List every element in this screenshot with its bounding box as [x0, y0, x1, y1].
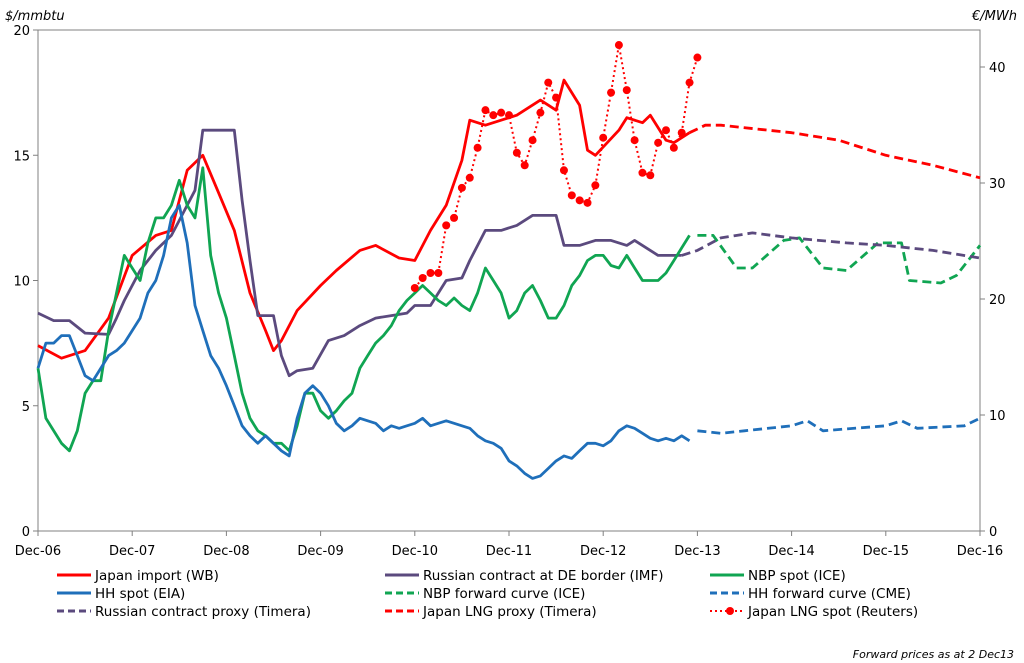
left-axis-unit: $/mmbtu: [5, 9, 65, 24]
right-tick-label: 0: [989, 525, 997, 540]
series-nbp-forward-curve-ice-line: [697, 234, 982, 285]
x-tick-label: Dec-12: [580, 544, 626, 559]
legend-label: HH spot (EIA): [95, 586, 185, 602]
series-japan-lng-spot-reuters-marker: [473, 143, 482, 152]
x-tick-label: Dec-16: [957, 544, 1003, 559]
right-tick-label: 20: [989, 293, 1006, 308]
legend-label: Japan import (WB): [94, 568, 219, 584]
series-japan-lng-spot-reuters-marker: [528, 136, 537, 145]
series-japan-lng-spot-reuters-marker: [505, 111, 513, 120]
series-japan-lng-spot-reuters-marker: [559, 166, 568, 175]
series-japan-lng-spot-reuters-marker: [622, 86, 631, 95]
series-japan-lng-spot-reuters-marker: [481, 106, 490, 115]
x-tick-label: Dec-06: [15, 544, 61, 559]
series-japan-lng-spot-reuters-marker: [677, 128, 686, 137]
series-japan-lng-spot-reuters-marker: [599, 133, 608, 142]
footnote: Forward prices as at 2 Dec13: [853, 648, 1014, 661]
series-japan-lng-proxy-timera-line: [688, 123, 981, 180]
series-russian-contract-proxy-timera-line: [681, 231, 981, 260]
legend-label: NBP spot (ICE): [748, 568, 846, 584]
series-japan-lng-spot-reuters-marker: [418, 273, 427, 282]
right-axis-unit: €/MWh: [971, 9, 1017, 24]
series-japan-lng-spot-reuters-marker: [410, 284, 419, 293]
series-japan-lng-spot-reuters-marker: [536, 108, 545, 117]
x-tick-label: Dec-10: [392, 544, 438, 559]
x-tick-label: Dec-14: [768, 544, 814, 559]
series-japan-lng-spot-reuters-marker: [450, 213, 459, 222]
left-tick-label: 5: [22, 400, 30, 415]
left-tick-label: 15: [13, 149, 30, 164]
x-tick-label: Dec-13: [674, 544, 720, 559]
legend-label: Russian contract at DE border (IMF): [423, 568, 664, 584]
x-tick-label: Dec-15: [863, 544, 909, 559]
series-japan-lng-spot-reuters-marker: [426, 268, 435, 277]
series-japan-lng-spot-reuters-marker: [465, 173, 474, 182]
series-japan-lng-spot-reuters-marker: [607, 88, 616, 97]
series-japan-lng-spot-reuters-marker: [457, 183, 466, 192]
x-tick-label: Dec-07: [109, 544, 155, 559]
plot-frame: [37, 29, 981, 532]
series-japan-lng-spot-reuters-marker: [591, 181, 600, 190]
right-tick-label: 30: [989, 177, 1006, 192]
legend-label: NBP forward curve (ICE): [423, 586, 585, 602]
series-japan-lng-spot-reuters-marker: [489, 111, 498, 120]
series-japan-lng-spot-reuters-marker: [583, 198, 592, 207]
legend-label: HH forward curve (CME): [748, 586, 911, 602]
series-japan-lng-spot-reuters-marker: [693, 53, 702, 62]
left-tick-label: 0: [22, 525, 30, 540]
series-japan-lng-spot-reuters-marker: [614, 41, 623, 50]
legend-label: Russian contract proxy (Timera): [95, 604, 311, 620]
series-japan-lng-spot-reuters-marker: [442, 221, 451, 230]
left-tick-label: 20: [13, 24, 30, 39]
x-tick-label: Dec-08: [203, 544, 249, 559]
series-japan-lng-spot-reuters-marker: [575, 196, 584, 205]
series-japan-lng-spot-reuters-marker: [630, 136, 639, 145]
series-japan-import-wb-line: [37, 78, 691, 360]
series-japan-lng-spot-reuters-marker: [638, 168, 647, 177]
series-japan-lng-spot-reuters-marker: [434, 268, 443, 277]
right-tick-label: 10: [989, 409, 1006, 424]
series-japan-lng-spot-reuters-marker: [544, 78, 553, 87]
x-tick-label: Dec-11: [486, 544, 532, 559]
legend-label: Japan LNG proxy (Timera): [422, 604, 597, 620]
series-japan-lng-spot-reuters-marker: [662, 126, 670, 135]
series-japan-lng-spot-reuters-marker: [685, 78, 694, 87]
series-japan-lng-spot-reuters-marker: [497, 108, 506, 117]
series-japan-lng-spot-reuters-marker: [669, 143, 678, 152]
left-tick-label: 10: [13, 275, 30, 290]
series-japan-lng-spot-reuters-marker: [512, 148, 521, 157]
x-tick-label: Dec-09: [297, 544, 343, 559]
series-russian-contract-at-de-border-imf-line: [37, 128, 682, 378]
series-japan-lng-spot-reuters-marker: [552, 93, 561, 102]
series-japan-lng-spot-reuters-marker: [567, 191, 576, 200]
series-japan-lng-spot-reuters-marker: [654, 138, 663, 147]
series-hh-forward-curve-cme-line: [697, 417, 981, 435]
series-japan-lng-spot-reuters-marker: [646, 171, 655, 180]
series-japan-lng-spot-reuters-marker: [520, 161, 529, 170]
right-tick-label: 40: [989, 61, 1006, 76]
legend: Japan import (WB) Russian contract at DE …: [57, 568, 918, 620]
series-hh-spot-eia-line: [36, 203, 691, 480]
legend-marker: [726, 607, 734, 615]
legend-label: Japan LNG spot (Reuters): [747, 604, 918, 620]
series-nbp-spot-ice-line: [36, 166, 691, 453]
series-japan-lng-spot-reuters-line: [414, 44, 699, 289]
